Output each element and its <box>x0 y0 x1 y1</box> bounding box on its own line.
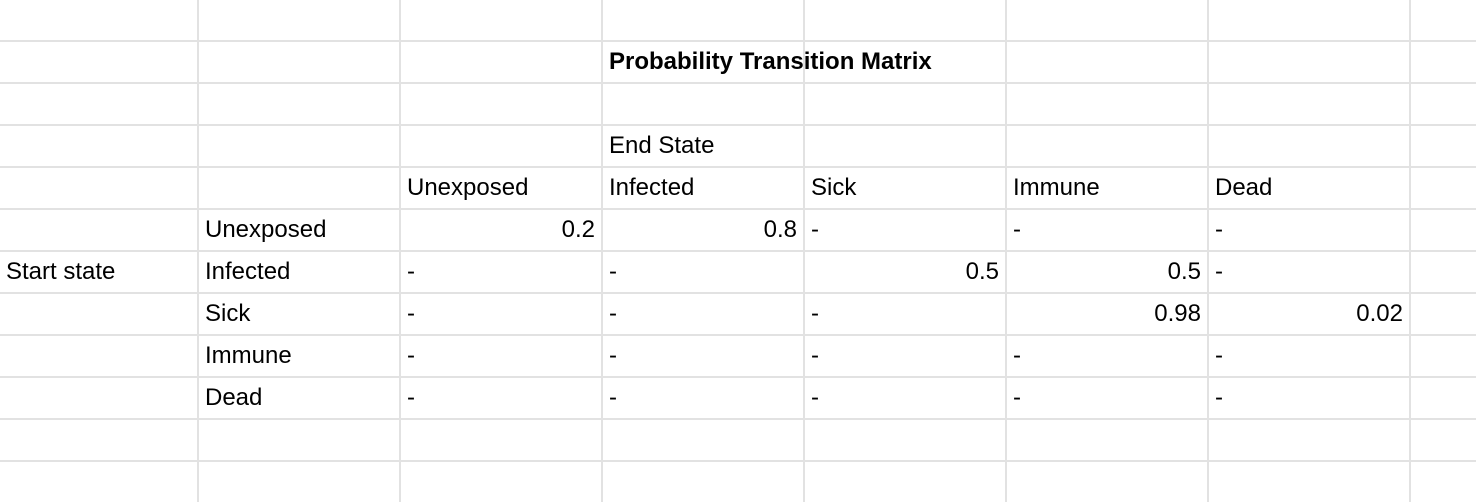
row-label-immune[interactable]: Immune <box>205 342 292 369</box>
row-divider <box>0 82 1476 84</box>
start-state-label[interactable]: Start state <box>6 258 116 285</box>
end-state-label[interactable]: End State <box>609 132 715 159</box>
matrix-cell[interactable]: - <box>609 342 617 369</box>
matrix-cell[interactable]: 0.5 <box>1167 258 1201 285</box>
row-divider <box>0 250 1476 252</box>
row-label-infected[interactable]: Infected <box>205 258 291 285</box>
matrix-cell[interactable]: - <box>609 300 617 327</box>
column-header-sick[interactable]: Sick <box>811 174 857 201</box>
row-divider <box>0 418 1476 420</box>
column-header-infected[interactable]: Infected <box>609 174 695 201</box>
row-label-unexposed[interactable]: Unexposed <box>205 216 327 243</box>
matrix-cell[interactable]: 0.98 <box>1154 300 1201 327</box>
row-label-dead[interactable]: Dead <box>205 384 263 411</box>
matrix-cell[interactable]: - <box>811 216 819 243</box>
row-divider <box>0 208 1476 210</box>
matrix-cell[interactable]: 0.5 <box>965 258 999 285</box>
row-divider <box>0 334 1476 336</box>
matrix-cell[interactable]: - <box>1013 384 1021 411</box>
matrix-cell[interactable]: 0.8 <box>763 216 797 243</box>
matrix-cell[interactable]: - <box>1215 342 1223 369</box>
row-divider <box>0 292 1476 294</box>
matrix-cell[interactable]: - <box>407 300 415 327</box>
matrix-cell[interactable]: 0.2 <box>561 216 595 243</box>
matrix-cell[interactable]: - <box>407 384 415 411</box>
matrix-cell[interactable]: 0.02 <box>1356 300 1403 327</box>
matrix-cell[interactable]: - <box>1215 216 1223 243</box>
row-divider <box>0 460 1476 462</box>
column-header-unexposed[interactable]: Unexposed <box>407 174 529 201</box>
matrix-cell[interactable]: - <box>1215 258 1223 285</box>
matrix-cell[interactable]: - <box>407 258 415 285</box>
column-header-immune[interactable]: Immune <box>1013 174 1100 201</box>
matrix-cell[interactable]: - <box>407 342 415 369</box>
column-header-dead[interactable]: Dead <box>1215 174 1273 201</box>
matrix-title[interactable]: Probability Transition Matrix <box>609 48 932 75</box>
matrix-cell[interactable]: - <box>1215 384 1223 411</box>
row-label-sick[interactable]: Sick <box>205 300 251 327</box>
matrix-cell[interactable]: - <box>609 258 617 285</box>
row-divider <box>0 376 1476 378</box>
matrix-cell[interactable]: - <box>811 300 819 327</box>
matrix-cell[interactable]: - <box>609 384 617 411</box>
matrix-cell[interactable]: - <box>811 384 819 411</box>
row-divider <box>0 40 1476 42</box>
matrix-cell[interactable]: - <box>1013 342 1021 369</box>
row-divider <box>0 124 1476 126</box>
row-divider <box>0 166 1476 168</box>
matrix-cell[interactable]: - <box>811 342 819 369</box>
matrix-cell[interactable]: - <box>1013 216 1021 243</box>
